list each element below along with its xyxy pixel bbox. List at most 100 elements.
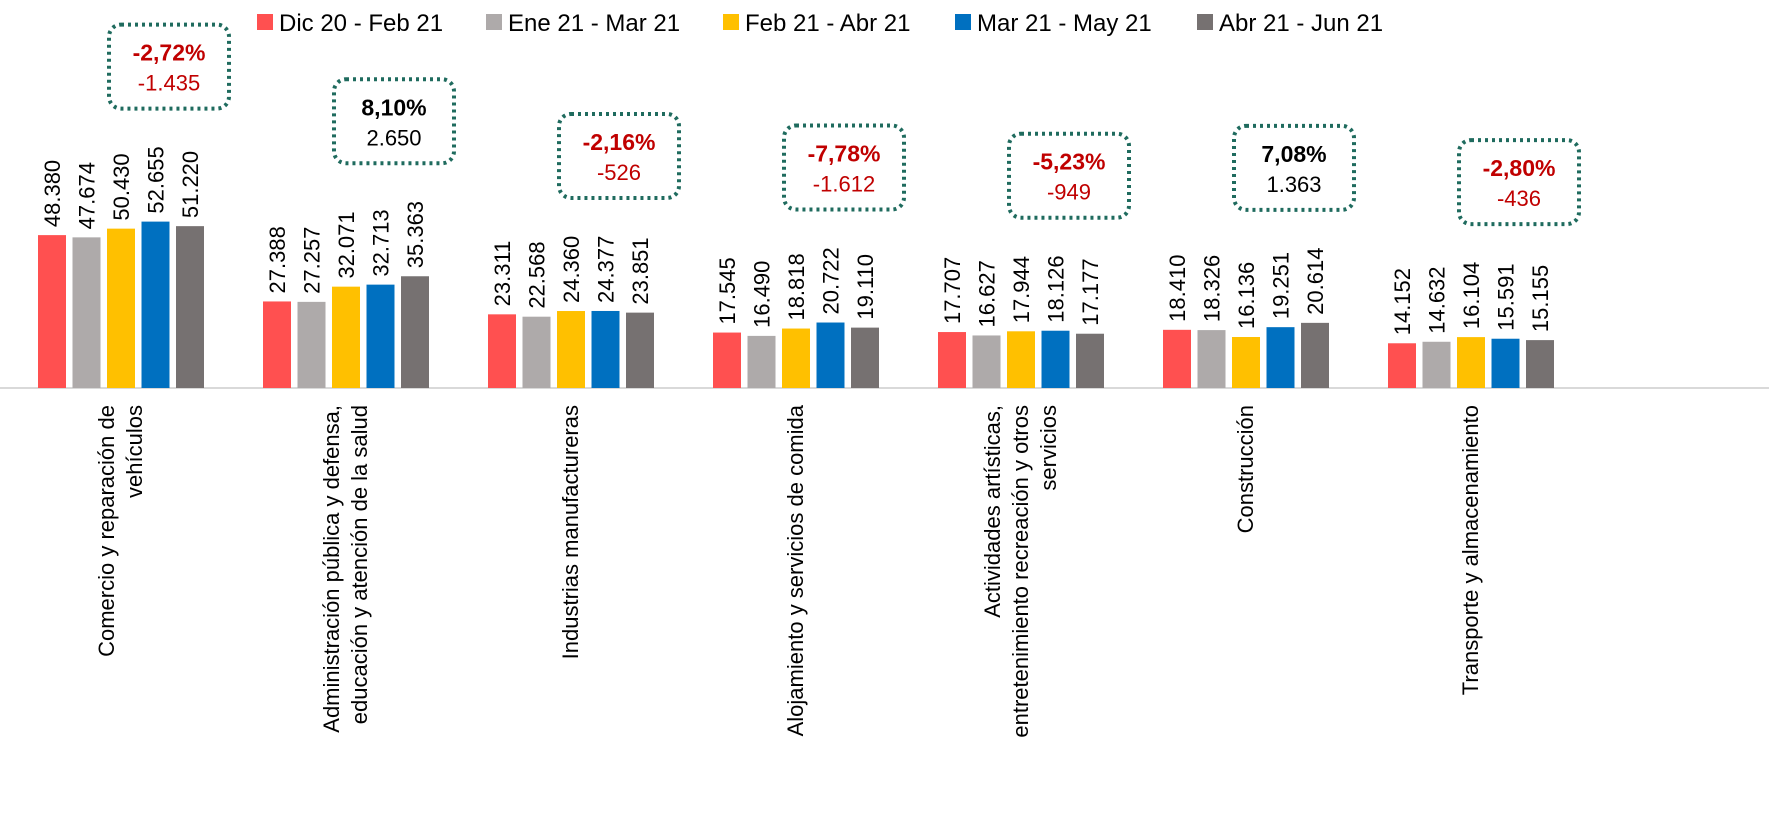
- value-label: 27.388: [265, 226, 290, 293]
- annotation-change: -949: [1047, 180, 1091, 205]
- value-label: 24.377: [594, 236, 619, 303]
- bar: [1266, 327, 1295, 388]
- value-label: 17.944: [1009, 256, 1034, 323]
- bar: [297, 301, 326, 388]
- legend-label: Abr 21 - Jun 21: [1219, 10, 1383, 37]
- value-label: 23.311: [490, 241, 515, 307]
- bar: [747, 335, 776, 388]
- annotation-box: [332, 77, 456, 166]
- annotation-box: [107, 22, 231, 111]
- bar: [782, 328, 810, 388]
- value-label: 17.177: [1078, 258, 1103, 325]
- bar: [1076, 333, 1104, 388]
- value-label: 32.071: [334, 211, 359, 278]
- bar: [1491, 338, 1520, 388]
- annotation-change: -1.612: [813, 172, 875, 197]
- value-label: 20.614: [1303, 248, 1328, 315]
- annotation-change: -526: [597, 160, 641, 185]
- bar: [488, 314, 516, 388]
- annotation-pct: 8,10%: [361, 94, 426, 120]
- value-label: 16.136: [1234, 262, 1259, 329]
- bar: [713, 332, 741, 388]
- bar: [557, 311, 585, 388]
- annotation-change: -436: [1497, 186, 1541, 211]
- bar: [72, 237, 101, 388]
- legend-label: Feb 21 - Abr 21: [745, 10, 910, 37]
- annotation-box: [557, 111, 681, 200]
- value-label: 50.430: [109, 153, 134, 220]
- bar: [1041, 330, 1070, 388]
- value-label: 18.126: [1044, 255, 1069, 322]
- value-label: 16.490: [750, 261, 775, 328]
- bar: [107, 228, 135, 388]
- value-label: 14.632: [1425, 266, 1450, 333]
- bar: [626, 312, 654, 388]
- value-label: 18.326: [1200, 255, 1225, 322]
- bar: [1422, 341, 1451, 388]
- bar: [1197, 330, 1226, 388]
- value-label: 19.110: [853, 254, 878, 320]
- bar: [332, 286, 360, 388]
- bar: [972, 335, 1001, 388]
- x-tick-label: Transporte y almacenamiento: [1458, 405, 1483, 696]
- x-tick-label: Construcción: [1233, 405, 1258, 534]
- bar: [366, 284, 395, 388]
- annotation-pct: -7,78%: [808, 141, 881, 167]
- annotation-box: [782, 123, 906, 212]
- bar: [938, 332, 966, 388]
- value-label: 24.360: [559, 236, 584, 303]
- bar: [1232, 337, 1260, 388]
- bar: [38, 235, 66, 388]
- value-label: 15.591: [1494, 263, 1519, 330]
- bar: [1457, 337, 1485, 388]
- bar: [1388, 343, 1416, 388]
- annotation-pct: -2,80%: [1483, 155, 1556, 181]
- x-tick-label: Alojamiento y servicios de comida: [783, 405, 808, 737]
- legend-swatch: [486, 14, 502, 30]
- value-label: 18.410: [1165, 255, 1190, 322]
- value-label: 17.545: [715, 257, 740, 324]
- x-tick-label: Comercio y reparación de vehículos: [94, 405, 147, 657]
- value-label: 48.380: [40, 160, 65, 227]
- value-label: 18.818: [784, 253, 809, 320]
- value-label: 47.674: [75, 162, 100, 229]
- annotation-box: [1457, 138, 1581, 227]
- bar: [401, 276, 429, 388]
- value-label: 19.251: [1269, 252, 1294, 319]
- annotation-change: 2.650: [366, 125, 421, 150]
- bar: [1007, 331, 1035, 388]
- value-label: 15.155: [1528, 265, 1553, 332]
- bar: [851, 327, 879, 388]
- value-label: 14.152: [1390, 268, 1415, 335]
- value-label: 16.627: [975, 260, 1000, 327]
- annotation-change: -1.435: [138, 71, 200, 96]
- bar: [1163, 329, 1191, 388]
- legend-label: Ene 21 - Mar 21: [508, 10, 680, 37]
- value-label: 22.568: [525, 241, 550, 308]
- value-label: 16.104: [1459, 262, 1484, 329]
- annotation-pct: 7,08%: [1261, 141, 1326, 167]
- legend-swatch: [257, 14, 273, 30]
- bar: [522, 316, 551, 388]
- annotation-box: [1007, 131, 1131, 220]
- annotation-pct: -5,23%: [1033, 149, 1106, 175]
- value-label: 32.713: [369, 209, 394, 276]
- annotation-box: [1232, 123, 1356, 212]
- bar: [591, 310, 620, 388]
- bar: [1526, 340, 1554, 388]
- annotation-change: 1.363: [1266, 172, 1321, 197]
- value-label: 51.220: [178, 151, 203, 218]
- annotation-pct: -2,72%: [133, 40, 206, 66]
- x-tick-label: Actividades artísticas, entretenimiento …: [980, 405, 1061, 738]
- annotation-pct: -2,16%: [583, 129, 656, 155]
- value-label: 20.722: [819, 247, 844, 314]
- value-label: 35.363: [403, 201, 428, 268]
- legend-swatch: [723, 14, 739, 30]
- bar: [263, 301, 291, 388]
- bar: [1301, 322, 1329, 388]
- x-tick-label: Administración pública y defensa, educac…: [319, 405, 372, 733]
- legend-swatch: [1197, 14, 1213, 30]
- bar: [816, 322, 845, 388]
